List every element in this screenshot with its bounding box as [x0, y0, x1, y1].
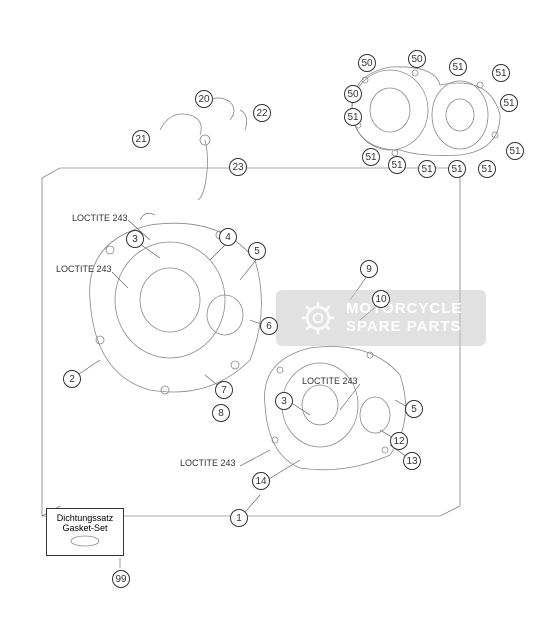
callout-6: 6: [260, 317, 278, 335]
parts-diagram: MOTORCYCLE SPARE PARTS Dichtungssatz Gas…: [0, 0, 546, 626]
ktm-logo-sketch: [70, 535, 100, 547]
callout-50: 50: [358, 54, 376, 72]
gear-icon: [300, 300, 336, 336]
callout-51: 51: [500, 94, 518, 112]
loctite-label: LOCTITE 243: [72, 213, 128, 223]
callout-9: 9: [360, 260, 378, 278]
loctite-label: LOCTITE 243: [302, 376, 358, 386]
callout-51: 51: [506, 142, 524, 160]
callout-14: 14: [252, 472, 270, 490]
callout-4: 4: [219, 228, 237, 246]
callout-51: 51: [448, 160, 466, 178]
callout-12: 12: [390, 432, 408, 450]
callout-51: 51: [388, 156, 406, 174]
callout-5: 5: [405, 400, 423, 418]
callout-5: 5: [248, 242, 266, 260]
callout-51: 51: [478, 160, 496, 178]
callout-3: 3: [275, 392, 293, 410]
callout-51: 51: [449, 58, 467, 76]
engine-view-left: [70, 200, 280, 410]
callout-7: 7: [215, 381, 233, 399]
callout-51: 51: [492, 64, 510, 82]
callout-22: 22: [253, 104, 271, 122]
callout-50: 50: [344, 85, 362, 103]
callout-1: 1: [230, 509, 248, 527]
callout-8: 8: [212, 404, 230, 422]
gasket-box-line1: Dichtungssatz: [51, 513, 119, 523]
callout-20: 20: [195, 90, 213, 108]
callout-51: 51: [418, 160, 436, 178]
loctite-label: LOCTITE 243: [56, 264, 112, 274]
callout-13: 13: [403, 452, 421, 470]
callout-51: 51: [344, 108, 362, 126]
callout-3: 3: [126, 230, 144, 248]
gasket-set-box: Dichtungssatz Gasket-Set: [46, 508, 124, 556]
loctite-label: LOCTITE 243: [180, 458, 236, 468]
watermark-text: MOTORCYCLE SPARE PARTS: [346, 300, 462, 336]
callout-23: 23: [229, 158, 247, 176]
callout-50: 50: [408, 50, 426, 68]
callout-99: 99: [112, 570, 130, 588]
callout-21: 21: [132, 130, 150, 148]
callout-51: 51: [362, 148, 380, 166]
callout-10: 10: [372, 290, 390, 308]
callout-2: 2: [63, 370, 81, 388]
gasket-box-line2: Gasket-Set: [51, 523, 119, 533]
